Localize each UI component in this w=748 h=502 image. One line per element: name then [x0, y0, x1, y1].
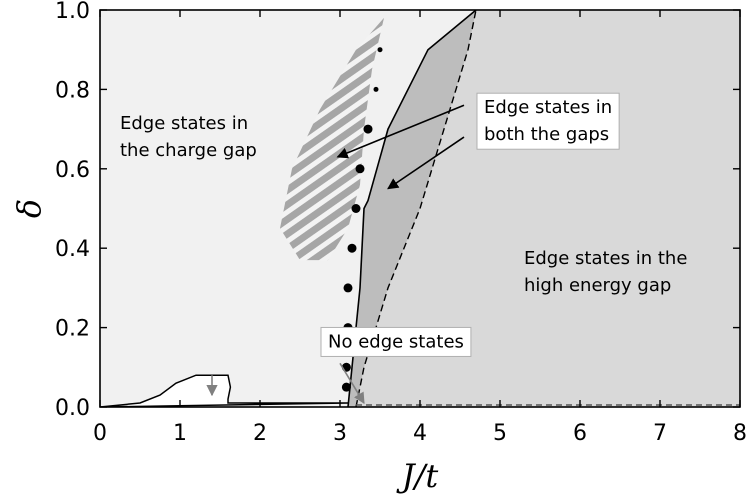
- high-energy-label: Edge states in the high energy gap: [524, 248, 687, 296]
- data-dot-3: [355, 164, 365, 174]
- x-tick-label-3: 3: [333, 421, 347, 446]
- y-tick-label-3: 0.6: [55, 158, 90, 183]
- y-tick-label-2: 0.4: [55, 237, 90, 262]
- x-tick-label-1: 1: [173, 421, 187, 446]
- region-no-edge-states: [100, 374, 349, 407]
- data-dot-0: [377, 47, 383, 53]
- data-dot-4: [351, 204, 361, 213]
- no-edge-label-line-0: No edge states: [328, 331, 464, 352]
- no-edge-label-box: [320, 326, 472, 357]
- both-gaps-label-box: [476, 92, 620, 150]
- region-hatched: [280, 17, 384, 261]
- charge-gap-label: Edge states in the charge gap: [120, 113, 257, 161]
- charge-gap-label-line-0: Edge states in: [120, 113, 248, 134]
- data-dot-1: [373, 86, 379, 92]
- both-gaps-label-line-0: Edge states in: [484, 97, 612, 118]
- x-axis-label: J/t: [396, 457, 439, 495]
- charge-gap-label-line-1: the charge gap: [120, 140, 257, 161]
- no-edge-label: No edge states: [320, 326, 472, 357]
- x-tick-label-4: 4: [413, 421, 427, 446]
- high-energy-label-line-1: high energy gap: [524, 275, 671, 296]
- high-energy-label-line-0: Edge states in the: [524, 248, 687, 269]
- x-tick-label-2: 2: [253, 421, 267, 446]
- y-tick-label-4: 0.8: [55, 78, 90, 103]
- arrow-both-to-gray: [387, 136, 465, 190]
- y-axis-label: δ: [10, 199, 48, 218]
- arrow-both-to-hatched: [336, 104, 465, 159]
- region-both-gaps: [348, 10, 476, 407]
- data-dot-2: [363, 124, 373, 134]
- x-tick-label-6: 6: [573, 421, 587, 446]
- x-tick-label-0: 0: [93, 421, 107, 446]
- x-tick-label-7: 7: [653, 421, 667, 446]
- data-dot-9: [341, 382, 351, 392]
- both-gaps-label-line-1: both the gaps: [484, 124, 609, 145]
- both-gaps-label: Edge states in both the gaps: [476, 92, 620, 150]
- y-tick-label-0: 0.0: [55, 396, 90, 421]
- data-dot-5: [347, 243, 357, 253]
- arrow-noedge-right: [339, 362, 365, 404]
- y-tick-label-1: 0.2: [55, 317, 90, 342]
- x-tick-label-5: 5: [493, 421, 507, 446]
- y-tick-label-5: 1.0: [55, 0, 90, 24]
- x-tick-label-8: 8: [733, 421, 747, 446]
- data-dot-6: [343, 283, 353, 293]
- boundary-dashed-line: [355, 10, 477, 407]
